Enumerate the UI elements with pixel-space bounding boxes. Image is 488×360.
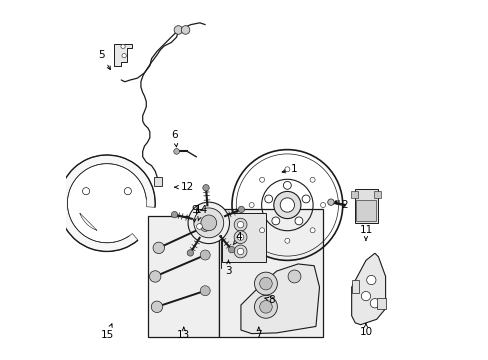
Circle shape [259, 228, 264, 233]
Circle shape [283, 181, 291, 189]
Circle shape [238, 206, 244, 213]
Circle shape [151, 301, 163, 312]
Circle shape [237, 234, 244, 240]
Circle shape [287, 270, 300, 283]
Circle shape [327, 199, 333, 205]
Circle shape [366, 275, 375, 285]
Circle shape [122, 54, 126, 58]
Circle shape [181, 26, 189, 34]
Circle shape [294, 217, 302, 225]
Bar [354, 189, 377, 223]
Bar [219, 208, 323, 337]
Circle shape [309, 228, 314, 233]
Bar [350, 192, 357, 198]
Text: 1: 1 [282, 164, 297, 174]
Circle shape [174, 26, 183, 34]
Circle shape [234, 231, 246, 244]
Circle shape [153, 242, 164, 253]
Circle shape [200, 221, 210, 231]
Polygon shape [196, 208, 206, 230]
Polygon shape [59, 155, 155, 251]
Circle shape [273, 192, 300, 219]
Circle shape [193, 208, 223, 238]
Circle shape [271, 217, 279, 225]
Circle shape [361, 292, 370, 301]
Polygon shape [241, 264, 319, 334]
Circle shape [171, 211, 177, 218]
Text: 5: 5 [98, 50, 110, 69]
Text: 15: 15 [100, 324, 113, 341]
Circle shape [188, 202, 229, 244]
Polygon shape [114, 44, 132, 66]
Circle shape [280, 198, 294, 212]
Bar [373, 192, 381, 198]
Circle shape [82, 188, 89, 195]
Circle shape [264, 195, 272, 203]
Text: 2: 2 [335, 200, 347, 210]
Bar [148, 216, 219, 337]
Circle shape [254, 272, 277, 295]
Circle shape [203, 185, 209, 191]
Circle shape [285, 238, 289, 243]
Bar [222, 213, 265, 262]
Circle shape [302, 195, 309, 203]
Circle shape [259, 277, 272, 290]
Circle shape [187, 250, 193, 256]
Circle shape [369, 298, 379, 308]
Text: 3: 3 [224, 260, 231, 276]
Text: 11: 11 [359, 225, 372, 240]
Circle shape [234, 245, 246, 258]
Polygon shape [80, 213, 97, 230]
Bar [376, 298, 385, 309]
Circle shape [124, 188, 131, 195]
Circle shape [259, 177, 264, 182]
Circle shape [196, 224, 202, 229]
Text: 13: 13 [177, 327, 190, 341]
Circle shape [149, 271, 161, 282]
Text: 7: 7 [255, 327, 262, 341]
Bar [356, 200, 375, 221]
Text: 12: 12 [175, 182, 194, 192]
Circle shape [173, 149, 179, 154]
Polygon shape [351, 253, 385, 325]
Circle shape [285, 167, 289, 172]
Text: 8: 8 [264, 295, 274, 305]
Circle shape [248, 203, 254, 207]
Circle shape [234, 218, 246, 231]
Text: 9: 9 [191, 205, 198, 222]
Text: 4: 4 [233, 232, 242, 245]
Circle shape [200, 286, 210, 296]
Circle shape [228, 247, 234, 253]
Circle shape [259, 301, 272, 313]
Circle shape [237, 221, 244, 228]
Circle shape [121, 44, 125, 49]
Text: 10: 10 [359, 324, 372, 337]
Text: 14: 14 [195, 205, 208, 221]
Circle shape [320, 203, 325, 207]
Bar [351, 280, 358, 293]
Circle shape [254, 296, 277, 318]
Circle shape [237, 248, 244, 255]
Circle shape [309, 177, 314, 182]
Circle shape [200, 250, 210, 260]
Bar [154, 177, 162, 186]
Text: 6: 6 [171, 130, 178, 147]
Circle shape [201, 215, 216, 231]
